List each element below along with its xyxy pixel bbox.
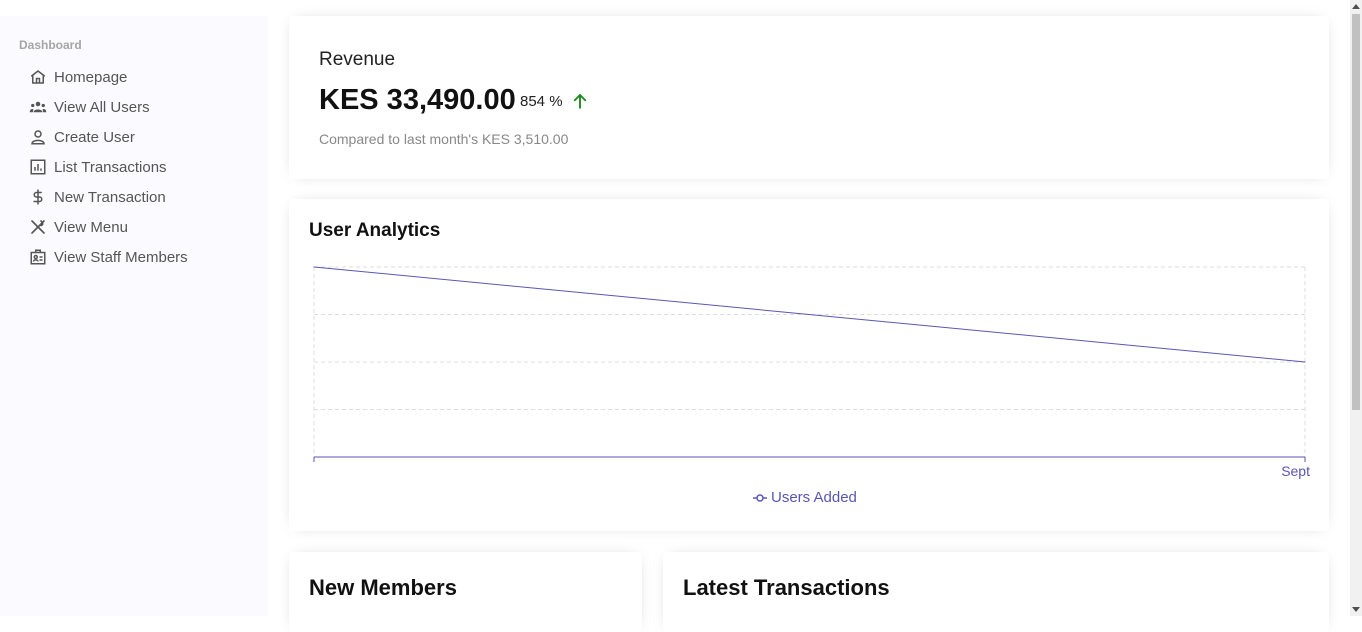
sidebar: Dashboard Homepage View All Users Create…: [0, 16, 268, 616]
sidebar-item-label: List Transactions: [54, 158, 167, 176]
sidebar-item-label: Create User: [54, 128, 135, 146]
users-icon: [29, 98, 47, 116]
user-analytics-chart: Sept: [313, 266, 1310, 479]
scroll-down-arrow-icon[interactable]: [1352, 607, 1360, 612]
sidebar-item-label: New Transaction: [54, 188, 166, 206]
series-line: [313, 266, 1306, 363]
sidebar-item-view-menu[interactable]: View Menu: [29, 212, 188, 242]
chart-title: User Analytics: [309, 220, 441, 241]
sidebar-item-new-transaction[interactable]: New Transaction: [29, 182, 188, 212]
latest-transactions-title: Latest Transactions: [683, 575, 890, 600]
x-tick-label: Sept: [1281, 463, 1310, 479]
revenue-title: Revenue: [319, 49, 396, 70]
scrollbar-thumb[interactable]: [1352, 14, 1360, 410]
sidebar-item-label: View Staff Members: [54, 248, 188, 266]
data-point: [313, 266, 315, 268]
latest-transactions-card: Latest Transactions: [663, 552, 1329, 632]
scroll-up-arrow-icon[interactable]: [1352, 4, 1360, 9]
dollar-icon: [29, 188, 47, 206]
utensils-icon: [29, 218, 47, 236]
revenue-rate: 854 %: [520, 92, 589, 110]
sidebar-item-view-staff-members[interactable]: View Staff Members: [29, 242, 188, 272]
new-members-title: New Members: [309, 575, 457, 600]
sidebar-menu: Homepage View All Users Create User List…: [29, 62, 188, 272]
sidebar-item-label: View Menu: [54, 218, 128, 236]
sidebar-item-view-all-users[interactable]: View All Users: [29, 92, 188, 122]
sidebar-title: Dashboard: [19, 38, 82, 52]
revenue-comparison: Compared to last month's KES 3,510.00: [319, 131, 569, 147]
sidebar-item-list-transactions[interactable]: List Transactions: [29, 152, 188, 182]
legend-label: Users Added: [771, 489, 857, 506]
sidebar-item-create-user[interactable]: Create User: [29, 122, 188, 152]
revenue-card: Revenue KES 33,490.00 854 % Compared to …: [289, 16, 1329, 179]
arrow-up-icon: [573, 94, 586, 109]
bar-chart-icon: [29, 158, 47, 176]
user-icon: [29, 128, 47, 146]
revenue-amount: KES 33,490.00: [319, 84, 516, 116]
user-analytics-card: User Analytics Sept Users Added: [289, 199, 1329, 531]
badge-icon: [29, 248, 47, 266]
chart-legend[interactable]: Users Added: [753, 489, 857, 506]
sidebar-item-label: View All Users: [54, 98, 150, 116]
legend-line-icon: [753, 493, 767, 502]
new-members-card: New Members: [289, 552, 642, 632]
scrollbar[interactable]: [1350, 0, 1362, 616]
data-point: [1304, 361, 1306, 363]
sidebar-item-label: Homepage: [54, 68, 128, 86]
sidebar-item-homepage[interactable]: Homepage: [29, 62, 188, 92]
revenue-rate-value: 854 %: [520, 92, 563, 110]
home-icon: [29, 68, 47, 86]
